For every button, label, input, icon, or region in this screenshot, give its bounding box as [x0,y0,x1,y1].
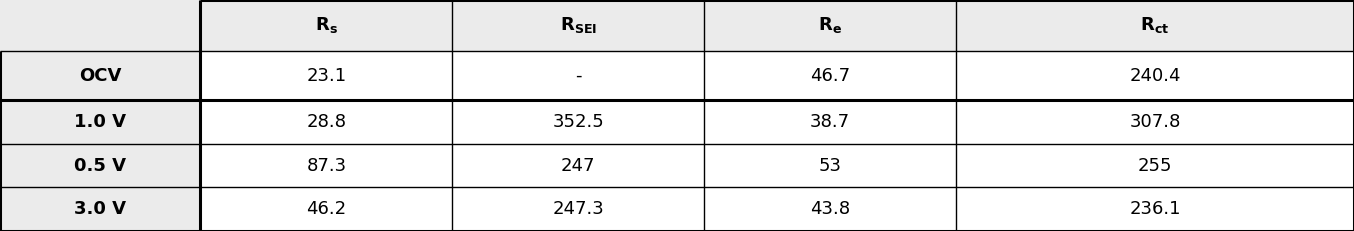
Bar [956,187,1354,231]
Bar [200,144,452,187]
Text: R$_\mathregular{e}$: R$_\mathregular{e}$ [818,15,842,35]
Text: OCV: OCV [79,67,122,85]
Text: 236.1: 236.1 [1129,200,1181,218]
Bar [956,0,1354,51]
Bar [704,187,956,231]
Bar [0,187,200,231]
Text: 240.4: 240.4 [1129,67,1181,85]
Bar [0,0,200,51]
Bar [956,100,1354,144]
Text: 3.0 V: 3.0 V [74,200,126,218]
Bar [452,144,704,187]
Text: 46.7: 46.7 [810,67,850,85]
Text: -: - [575,67,581,85]
Text: 255: 255 [1137,157,1173,175]
Bar [956,51,1354,100]
Bar [452,100,704,144]
Text: 43.8: 43.8 [810,200,850,218]
Bar [452,0,704,51]
Bar [0,100,200,144]
Text: 53: 53 [819,157,841,175]
Text: R$_\mathregular{SEI}$: R$_\mathregular{SEI}$ [559,15,597,35]
Bar [200,0,452,51]
Bar [0,51,200,100]
Bar [704,0,956,51]
Bar [200,187,452,231]
Text: 0.5 V: 0.5 V [74,157,126,175]
Bar [452,187,704,231]
Bar [452,51,704,100]
Text: 352.5: 352.5 [552,113,604,131]
Text: 87.3: 87.3 [306,157,347,175]
Bar [200,51,452,100]
Text: 46.2: 46.2 [306,200,347,218]
Bar [704,51,956,100]
Bar [0,144,200,187]
Text: 38.7: 38.7 [810,113,850,131]
Bar [704,144,956,187]
Text: 307.8: 307.8 [1129,113,1181,131]
Text: 1.0 V: 1.0 V [74,113,126,131]
Text: 247: 247 [561,157,596,175]
Bar [200,100,452,144]
Text: 247.3: 247.3 [552,200,604,218]
Text: R$_\mathregular{s}$: R$_\mathregular{s}$ [315,15,337,35]
Bar [704,100,956,144]
Text: 28.8: 28.8 [306,113,347,131]
Bar [956,144,1354,187]
Text: 23.1: 23.1 [306,67,347,85]
Text: R$_\mathregular{ct}$: R$_\mathregular{ct}$ [1140,15,1170,35]
